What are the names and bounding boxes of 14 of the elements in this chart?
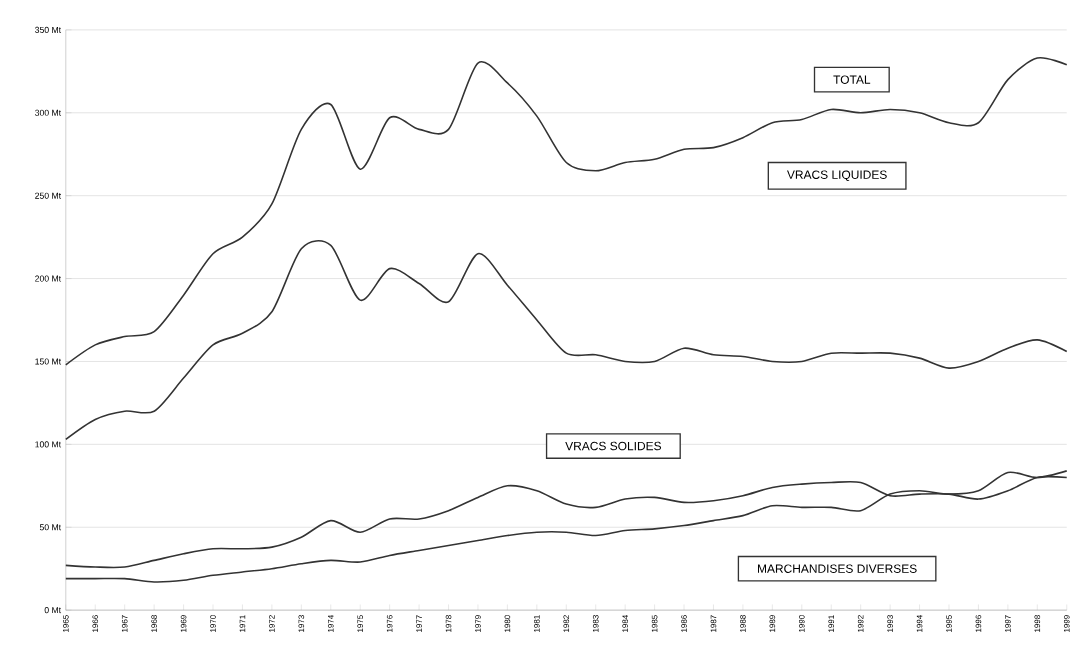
text: VRACS LIQUIDES [786,170,887,182]
y-tick-label: 200 Mt [35,275,62,282]
line-series [65,57,1068,366]
y-tick-label: 250 Mt [35,192,62,199]
y-tick-label: 0 Mt [44,607,62,614]
line-series [65,470,1068,583]
text: MARCHANDISES DIVERSES [758,564,917,573]
y-tick-label: 50 Mt [39,524,62,531]
y-tick-label: 300 Mt [35,109,62,116]
y-tick-label: 150 Mt [35,358,62,365]
y-tick-label: 100 Mt [35,441,62,448]
y-tick-label: 350 Mt [35,26,62,33]
text: TOTAL [833,75,871,84]
text: VRACS SOLIDES [565,441,662,451]
